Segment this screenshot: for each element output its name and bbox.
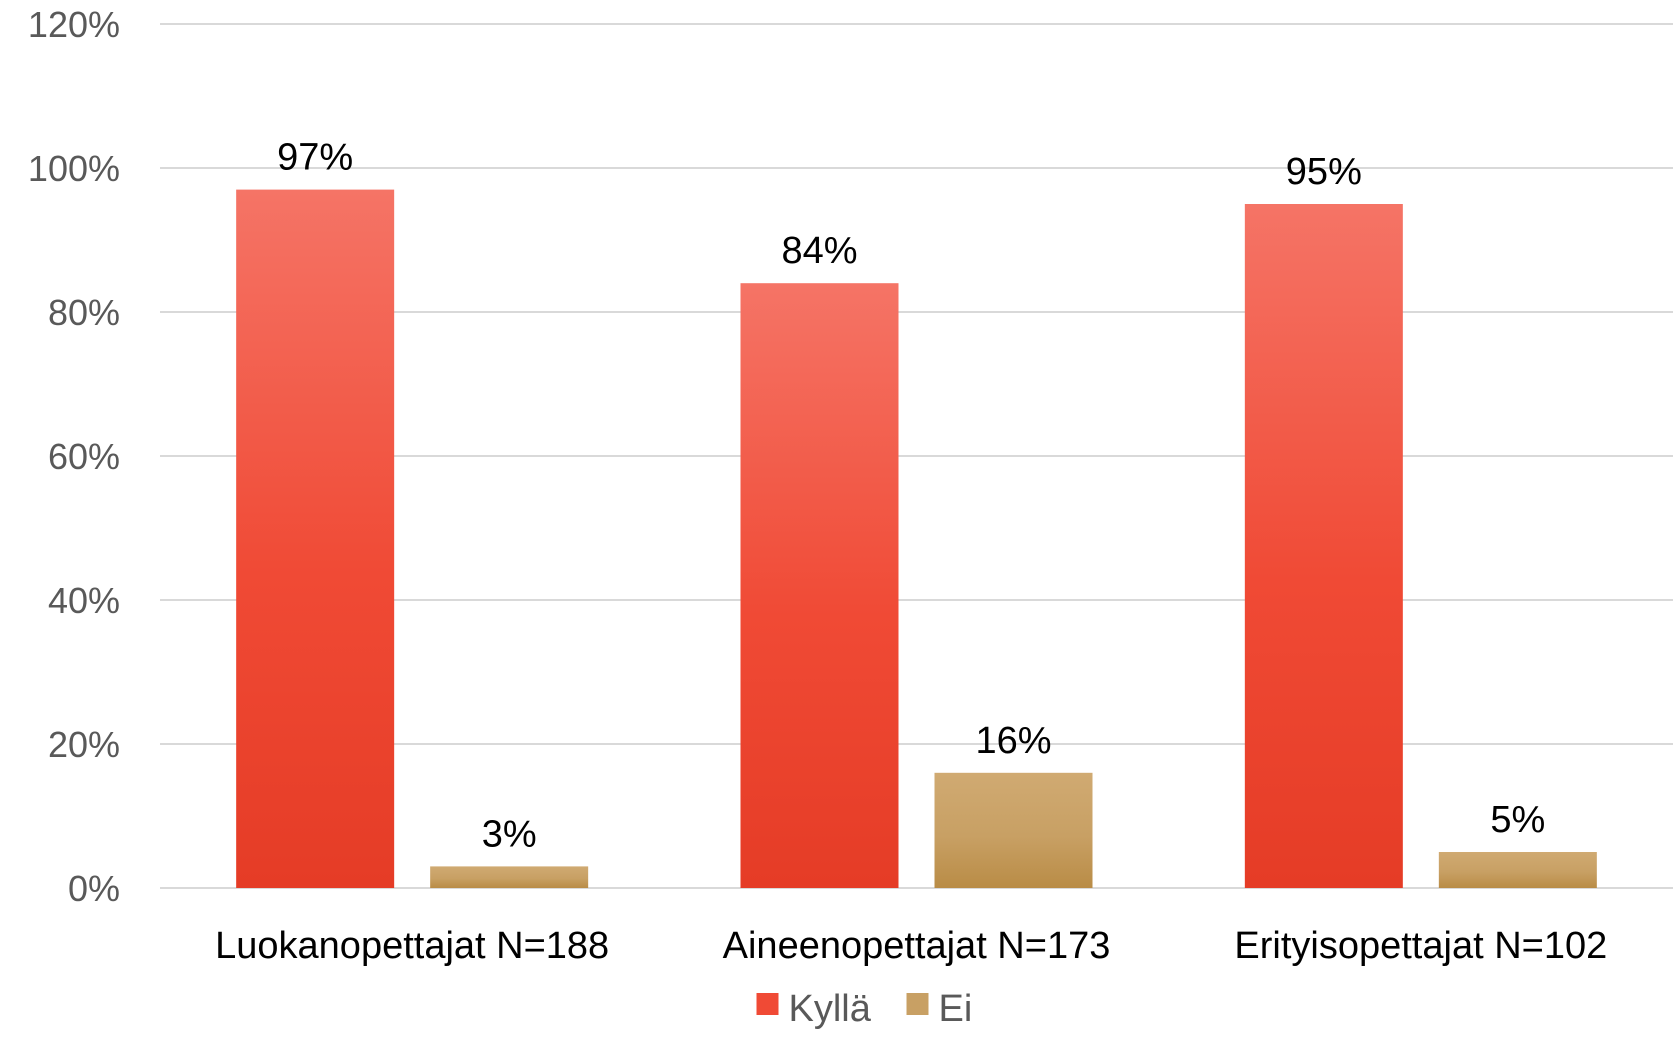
y-axis-tick-labels: 0% 20% 40% 60% 80% 100% 120%	[28, 4, 120, 909]
legend-label: Ei	[939, 988, 973, 1030]
legend-label: Kyllä	[789, 988, 872, 1030]
category-label: Erityisopettajat N=102	[1234, 925, 1607, 967]
category-label: Luokanopettajat N=188	[215, 925, 609, 967]
y-tick-label: 20%	[48, 724, 120, 765]
y-tick-label: 0%	[68, 868, 120, 909]
x-axis-category-labels: Luokanopettajat N=188 Aineenopettajat N=1…	[215, 925, 1607, 967]
data-labels: 97% 3% 84% 16% 95% 5%	[277, 137, 1545, 856]
bar-kyll--3	[1244, 204, 1403, 888]
y-tick-label: 40%	[48, 580, 120, 621]
legend-swatch	[906, 993, 929, 1015]
data-label: 84%	[781, 230, 857, 272]
data-label: 5%	[1490, 799, 1545, 841]
y-tick-label: 80%	[48, 292, 120, 333]
bar-ei-1	[430, 866, 589, 888]
bars	[236, 189, 1597, 889]
y-tick-label: 60%	[48, 436, 120, 477]
bar-kyll--1	[236, 189, 395, 889]
gridlines	[160, 23, 1673, 889]
data-label: 16%	[975, 720, 1051, 762]
bar-ei-2	[934, 772, 1093, 888]
data-label: 97%	[277, 137, 353, 179]
category-label: Aineenopettajat N=173	[723, 925, 1111, 967]
legend: Kyllä Ei	[756, 988, 973, 1030]
legend-swatch	[756, 993, 779, 1015]
y-tick-label: 100%	[28, 148, 120, 189]
bar-ei-3	[1438, 852, 1597, 888]
y-tick-label: 120%	[28, 4, 120, 45]
data-label: 95%	[1286, 151, 1362, 193]
bar-kyll--2	[740, 283, 899, 888]
data-label: 3%	[482, 813, 537, 855]
